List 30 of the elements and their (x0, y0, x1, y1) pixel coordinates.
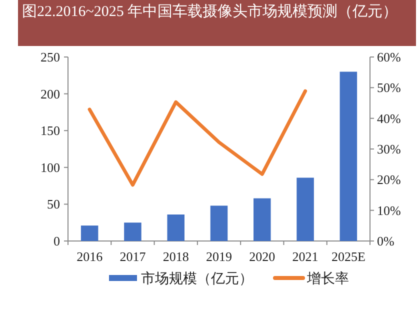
y2-tick-label: 0% (377, 234, 394, 248)
x-tick-label: 2025E (331, 249, 366, 264)
y-tick-label: 150 (40, 123, 60, 138)
y2-tick-label: 50% (377, 80, 401, 96)
bar (167, 214, 184, 241)
legend-label: 增长率 (306, 271, 349, 287)
y2-tick-label: 30% (377, 142, 401, 156)
y2-tick-label: 20% (377, 172, 401, 188)
x-tick-label: 2017 (120, 249, 146, 264)
bar (210, 206, 228, 241)
y-tick-label: 250 (40, 50, 60, 64)
bar (124, 222, 142, 241)
bar (80, 226, 98, 241)
y2-tick-label: 60% (377, 50, 401, 64)
y2-tick-label: 40% (377, 110, 401, 126)
y-tick-label: 100 (40, 160, 60, 175)
x-tick-label: 2016 (76, 249, 104, 264)
y-tick-label: 200 (40, 86, 60, 102)
x-tick-label: 2018 (162, 249, 189, 264)
x-tick-label: 2019 (206, 249, 232, 264)
y2-tick-label: 10% (377, 202, 401, 218)
bar (340, 72, 358, 241)
x-tick-label: 2021 (292, 249, 318, 264)
bar (296, 178, 314, 241)
y-tick-label: 50 (47, 196, 60, 212)
y-tick-label: 0 (54, 234, 60, 248)
chart-title: 图22.2016~2025 年中国车载摄像头市场规模预测（亿元） (18, 0, 416, 46)
x-tick-label: 2020 (249, 249, 276, 264)
bar (254, 198, 271, 241)
legend-label: 市场规模（亿元） (141, 271, 253, 287)
